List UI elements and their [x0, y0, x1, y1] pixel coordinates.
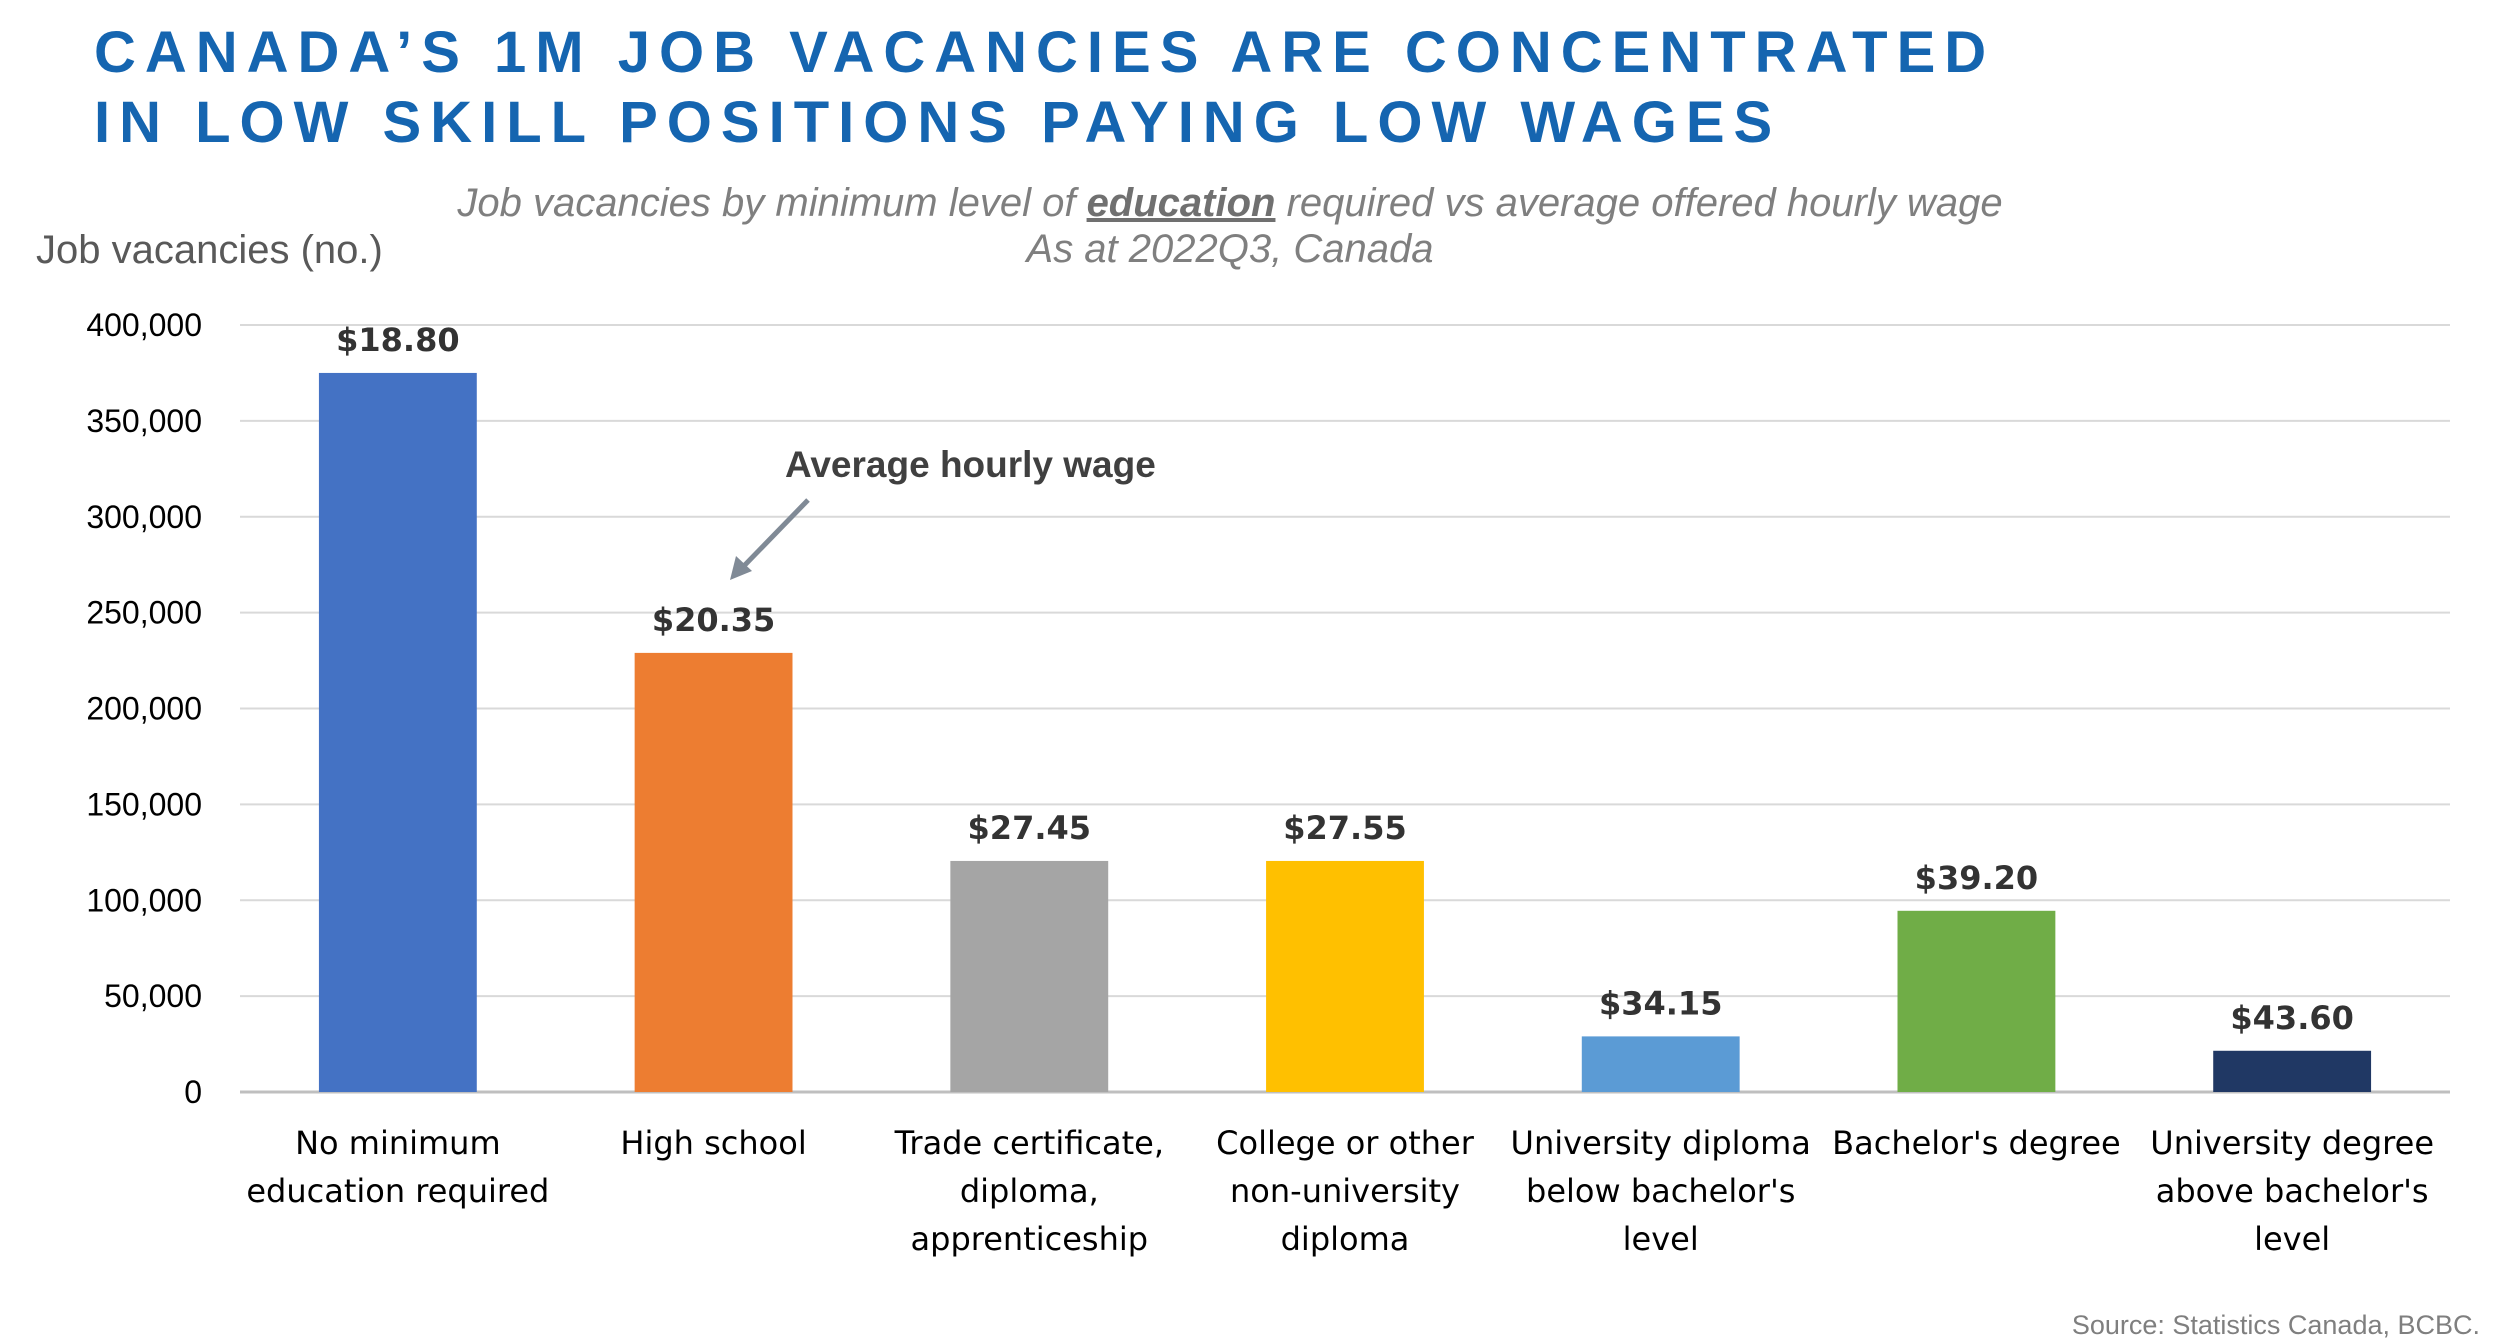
x-category-line: Trade certificate,: [894, 1124, 1164, 1162]
y-tick-label: 400,000: [86, 307, 202, 343]
subtitle-line-2: As at 2022Q3, Canada: [1026, 227, 1434, 271]
annotation-label: Average hourly wage: [785, 444, 1156, 485]
x-category-line: University diploma: [1511, 1124, 1811, 1162]
source-note: Source: Statistics Canada, BCBC.: [2071, 1310, 2480, 1340]
subtitle-text-b: required vs average offered hourly wage: [1275, 181, 2003, 225]
x-category-line: education required: [246, 1172, 549, 1210]
data-label: $43.60: [2230, 999, 2353, 1037]
data-label: $27.45: [968, 809, 1091, 847]
x-category-line: below bachelor's: [1526, 1172, 1795, 1210]
y-tick-label: 300,000: [86, 499, 202, 535]
bars: [318, 372, 2372, 1092]
y-tick-label: 50,000: [104, 978, 202, 1014]
data-label: $27.55: [1283, 809, 1406, 847]
x-category-line: level: [1623, 1220, 1699, 1258]
y-tick-label: 350,000: [86, 403, 202, 439]
y-tick-label: 150,000: [86, 786, 202, 822]
y-tick-label: 250,000: [86, 595, 202, 631]
bar: [318, 372, 477, 1092]
x-category-label: Bachelor's degree: [1832, 1124, 2121, 1162]
x-category-line: College or other: [1216, 1124, 1475, 1162]
data-label: $34.15: [1599, 984, 1722, 1022]
annotation-arrowhead: [730, 556, 752, 580]
subtitle-emphasis: education: [1086, 181, 1276, 225]
subtitle-text-a: Job vacancies by minimum level of: [457, 181, 1087, 225]
x-category-label: University diploma below bachelor's level: [1511, 1124, 1811, 1258]
data-labels: $18.80 $20.35 $27.45 $27.55 $34.15 $39.20 $43.…: [336, 321, 2354, 1037]
x-category-line: University degree: [2150, 1124, 2434, 1162]
y-tick-label: 0: [184, 1074, 202, 1110]
bar: [950, 860, 1109, 1092]
x-category-label: Trade certificate, diploma, apprenticeship: [894, 1124, 1164, 1258]
y-axis-ticks: 0 50,000 100,000 150,000 200,000 250,000 300,0…: [86, 307, 202, 1110]
x-category-line: above bachelor's: [2156, 1172, 2429, 1210]
x-category-line: No minimum: [295, 1124, 501, 1162]
x-category-line: level: [2254, 1220, 2330, 1258]
title-line-2: IN LOW SKILL POSITIONS PAYING LOW WAGES: [94, 90, 1782, 155]
annotation-arrow: [738, 498, 810, 572]
x-category-label: No minimum education required: [246, 1124, 549, 1210]
y-axis-label: Job vacancies (no.): [36, 228, 383, 272]
x-category-line: diploma: [1281, 1220, 1410, 1258]
data-label: $20.35: [652, 601, 775, 639]
x-category-label: University degree above bachelor's level: [2150, 1124, 2434, 1258]
x-category-line: diploma,: [960, 1172, 1099, 1210]
y-tick-label: 100,000: [86, 882, 202, 918]
title-line-1: CANADA’S 1M JOB VACANCIES ARE CONCENTRAT…: [94, 20, 1996, 85]
chart-title: CANADA’S 1M JOB VACANCIES ARE CONCENTRAT…: [94, 18, 1995, 158]
bar: [2213, 1050, 2372, 1092]
annotation: Average hourly wage: [730, 444, 1156, 580]
x-category-label: High school: [620, 1124, 806, 1162]
bar: [634, 652, 793, 1092]
x-category-line: High school: [620, 1124, 806, 1162]
x-category-label: College or other non-university diploma: [1216, 1124, 1475, 1258]
y-tick-label: 200,000: [86, 691, 202, 727]
x-category-line: apprenticeship: [911, 1220, 1149, 1258]
data-label: $39.20: [1915, 859, 2038, 897]
bar: [1266, 860, 1424, 1092]
data-label: $18.80: [336, 321, 459, 359]
bar: [1897, 910, 2056, 1092]
bar: [1581, 1036, 1740, 1092]
x-axis-categories: No minimum education required High school T…: [246, 1124, 2434, 1258]
subtitle-line-1: Job vacancies by minimum level of educat…: [230, 180, 2230, 226]
x-category-line: Bachelor's degree: [1832, 1124, 2121, 1162]
x-category-line: non-university: [1230, 1172, 1460, 1210]
